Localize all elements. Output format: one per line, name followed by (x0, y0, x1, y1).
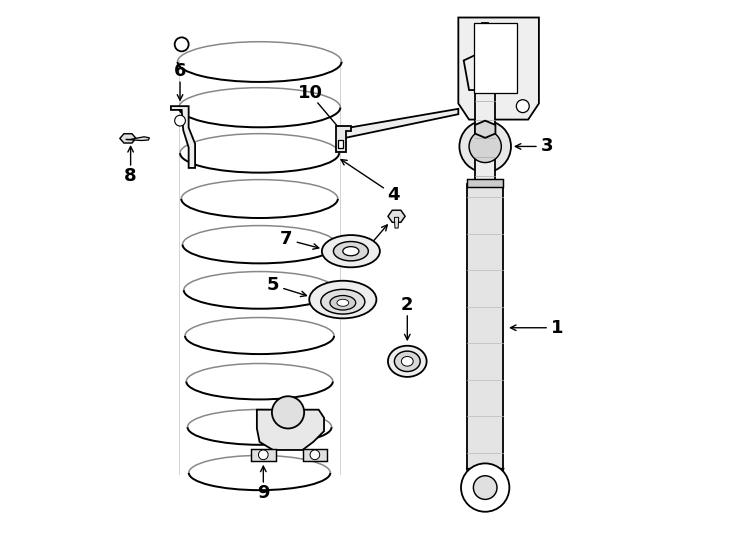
Text: 3: 3 (541, 138, 553, 156)
Ellipse shape (401, 356, 413, 366)
Polygon shape (467, 179, 504, 187)
Text: 10: 10 (298, 84, 323, 102)
Polygon shape (394, 218, 399, 228)
Polygon shape (482, 23, 488, 52)
Polygon shape (474, 23, 517, 93)
Text: 5: 5 (266, 275, 279, 294)
Ellipse shape (330, 295, 356, 310)
Polygon shape (171, 106, 195, 168)
Circle shape (258, 450, 268, 460)
Ellipse shape (394, 351, 420, 372)
Circle shape (175, 115, 186, 126)
Polygon shape (252, 449, 276, 461)
Ellipse shape (337, 299, 349, 306)
Polygon shape (467, 469, 504, 476)
Polygon shape (475, 120, 495, 138)
Text: 11: 11 (347, 247, 373, 265)
Circle shape (175, 37, 189, 51)
Polygon shape (464, 52, 506, 90)
Circle shape (310, 450, 320, 460)
Text: 6: 6 (174, 62, 186, 80)
Circle shape (516, 100, 529, 113)
Polygon shape (388, 210, 405, 222)
Circle shape (473, 476, 497, 500)
Text: 8: 8 (124, 167, 137, 185)
Ellipse shape (333, 241, 368, 261)
Polygon shape (302, 449, 327, 461)
Text: 1: 1 (551, 319, 564, 337)
Polygon shape (338, 140, 343, 148)
Polygon shape (458, 17, 539, 119)
Circle shape (461, 463, 509, 512)
Polygon shape (475, 90, 495, 187)
Circle shape (469, 130, 501, 163)
Polygon shape (467, 184, 504, 469)
Ellipse shape (343, 247, 359, 256)
Polygon shape (257, 410, 324, 450)
Ellipse shape (388, 346, 426, 377)
Text: 4: 4 (388, 186, 400, 204)
Polygon shape (120, 134, 136, 143)
Text: 2: 2 (401, 296, 413, 314)
Ellipse shape (309, 281, 377, 319)
Ellipse shape (322, 235, 380, 267)
Text: 7: 7 (280, 231, 293, 248)
Ellipse shape (321, 289, 365, 314)
Circle shape (459, 120, 511, 172)
Circle shape (272, 396, 304, 428)
Text: 9: 9 (257, 484, 269, 502)
Polygon shape (126, 137, 150, 140)
Polygon shape (343, 109, 458, 138)
Polygon shape (336, 126, 351, 152)
